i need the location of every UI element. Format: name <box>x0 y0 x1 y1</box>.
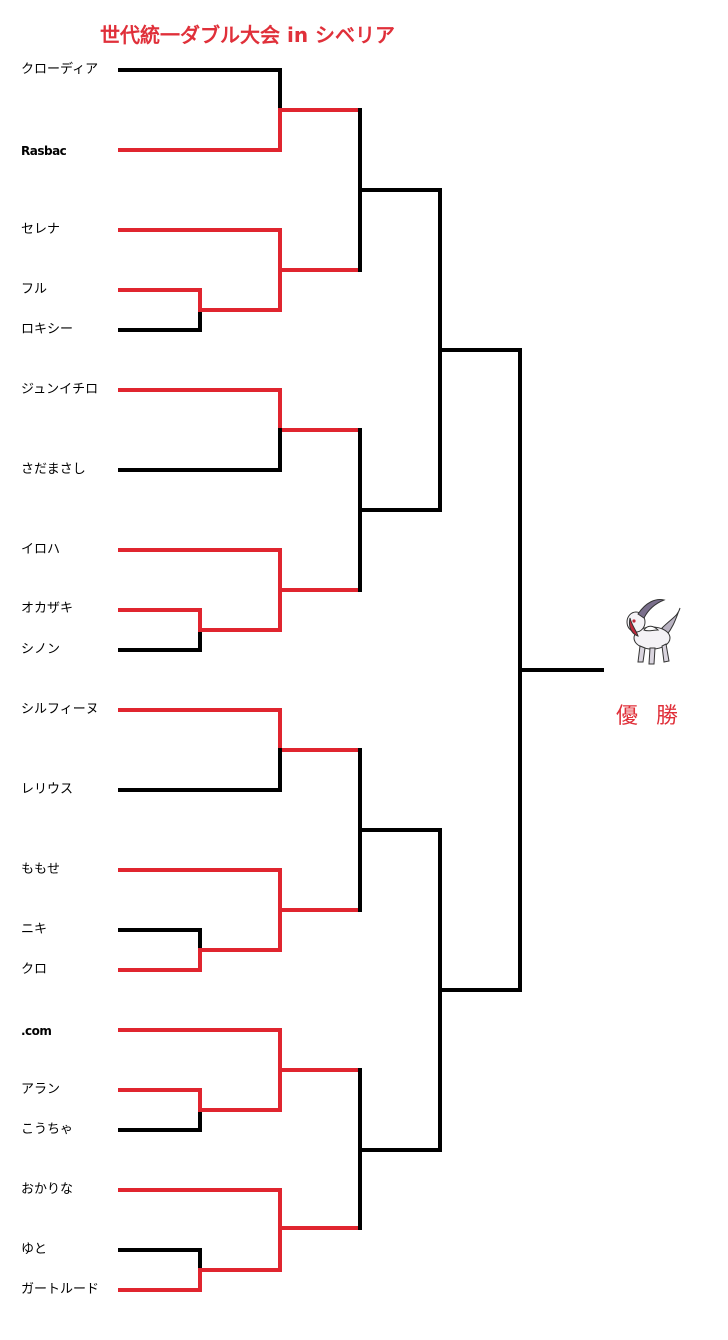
bracket-line <box>118 288 202 312</box>
player-name: こうちゃ <box>21 1122 74 1137</box>
player-name: ロキシー <box>21 322 74 337</box>
player-name: Rasbac <box>21 144 67 158</box>
bracket-line <box>518 348 604 672</box>
bracket-line <box>118 1188 362 1230</box>
bracket-line <box>118 1088 202 1112</box>
player-name: ゆと <box>21 1242 48 1257</box>
bracket-line <box>118 1028 362 1072</box>
bracket-line <box>358 748 442 832</box>
player-name: おかりな <box>21 1182 74 1197</box>
bracket-line <box>198 908 282 952</box>
bracket-line <box>118 708 362 752</box>
bracket-line <box>358 428 442 512</box>
player-name: .com <box>21 1024 52 1038</box>
bracket-line <box>118 1268 202 1292</box>
bracket-line <box>438 828 522 992</box>
player-name: アラン <box>21 1082 61 1097</box>
player-name: シルフィーヌ <box>21 702 99 717</box>
bracket-line <box>118 308 202 332</box>
player-name: イロハ <box>21 542 61 557</box>
bracket-line <box>118 1108 202 1132</box>
bracket-line <box>118 608 202 632</box>
player-name: レリウス <box>21 782 74 797</box>
bracket-line <box>358 108 442 192</box>
player-name: オカザキ <box>21 601 74 616</box>
bracket-line <box>438 188 522 352</box>
bracket-line <box>118 628 202 652</box>
player-name: ニキ <box>21 922 48 937</box>
player-name: クロ <box>21 962 48 977</box>
bracket-line <box>118 548 362 592</box>
bracket-line <box>198 1068 282 1112</box>
bracket-line <box>118 928 202 952</box>
player-name: フル <box>21 282 48 297</box>
bracket-line <box>118 948 202 972</box>
bracket-line <box>118 68 282 112</box>
player-name: クローディア <box>21 62 99 77</box>
player-name: ももせ <box>21 862 61 877</box>
absol-pokemon-icon <box>626 599 681 665</box>
bracket-line <box>118 108 362 152</box>
player-name: ジュンイチロ <box>21 382 99 397</box>
bracket-line <box>198 268 362 312</box>
player-name: さだまさし <box>21 462 86 477</box>
bracket-line <box>118 388 362 432</box>
player-name: シノン <box>21 642 61 657</box>
bracket-line <box>198 1226 282 1272</box>
bracket-line <box>118 228 282 272</box>
bracket-line <box>118 748 282 792</box>
bracket-line <box>198 588 282 632</box>
player-name: ガートルード <box>21 1282 100 1297</box>
champion-label: 優勝 <box>616 704 697 729</box>
bracket-line <box>118 868 362 912</box>
player-name: セレナ <box>21 222 61 237</box>
bracket-line <box>118 1248 202 1272</box>
tournament-title: 世代統一ダブル大会 in シベリア <box>100 23 396 47</box>
bracket-line <box>358 1068 442 1152</box>
bracket-line <box>118 428 282 472</box>
